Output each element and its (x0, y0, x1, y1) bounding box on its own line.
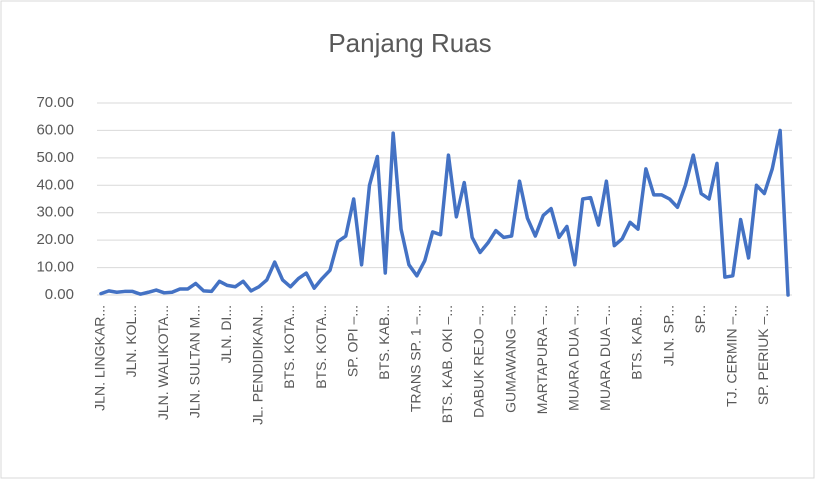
x-tick-label: SP... (692, 305, 708, 334)
x-tick-label: JLN. SP... (660, 305, 676, 366)
y-tick-label: 30.00 (36, 204, 74, 221)
x-tick-label: JLN. LINGKAR... (92, 305, 108, 411)
x-tick-label: MUARA DUA –... (566, 305, 582, 411)
chart-title: Panjang Ruas (328, 28, 491, 58)
y-tick-label: 0.00 (45, 286, 74, 303)
line-series (99, 128, 790, 297)
x-tick-label: TJ. CERMIN –... (723, 305, 739, 407)
y-tick-label: 40.00 (36, 176, 74, 193)
y-tick-label: 60.00 (36, 121, 74, 138)
y-tick-label: 50.00 (36, 149, 74, 166)
x-tick-label: JL. PENDIDIKAN... (250, 305, 266, 425)
y-tick-label: 70.00 (36, 94, 74, 111)
x-tick-label: MUARA DUA –... (597, 305, 613, 411)
x-tick-label: TRANS SP. 1 –... (408, 305, 424, 412)
x-tick-label: DABUK REJO –... (471, 305, 487, 418)
x-tick-label: BTS. KAB... (629, 305, 645, 380)
x-tick-label: JLN. KOL... (123, 305, 139, 377)
x-tick-label: BTS. KOTA... (281, 305, 297, 389)
x-tick-label: GUMAWANG –... (502, 305, 518, 413)
y-tick-label: 10.00 (36, 259, 74, 276)
x-tick-label: BTS. KAB. OKI –... (439, 305, 455, 423)
x-tick-label: MARTAPURA –... (534, 305, 550, 414)
x-tick-label: JLN. DI... (218, 305, 234, 363)
y-tick-label: 20.00 (36, 231, 74, 248)
x-tick-label: SP. OPI –... (344, 305, 360, 377)
x-tick-label: BTS. KOTA... (313, 305, 329, 389)
x-tick-label: JLN. WALIKOTA... (155, 305, 171, 420)
x-tick-label: BTS. KAB... (376, 305, 392, 380)
x-tick-label: JLN. SULTAN M... (186, 305, 202, 418)
x-tick-label: SP. PERIUK –... (755, 305, 771, 405)
